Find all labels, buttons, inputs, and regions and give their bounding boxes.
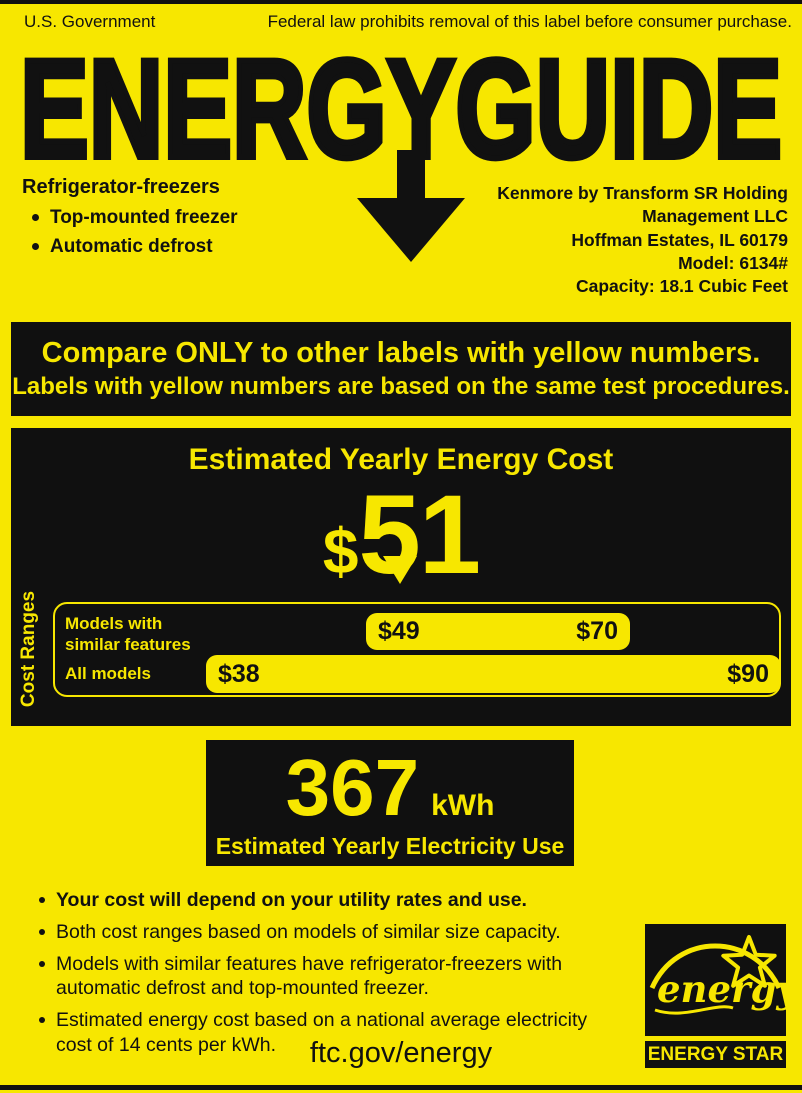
- all-models-range-bar: $38 $90: [206, 655, 781, 693]
- model-number: Model: 6134#: [678, 252, 788, 273]
- electricity-use-panel: 367 kWh Estimated Yearly Electricity Use: [206, 740, 574, 866]
- electricity-use-row: 367 kWh: [206, 748, 574, 828]
- manufacturer-info: Kenmore by Transform SR Holding Manageme…: [497, 182, 788, 298]
- compare-line-1: Compare ONLY to other labels with yellow…: [41, 337, 761, 369]
- compare-banner: Compare ONLY to other labels with yellow…: [11, 322, 791, 416]
- energy-star-arc: [649, 943, 782, 990]
- us-government-text: U.S. Government: [24, 12, 156, 31]
- note-item: Both cost ranges based on models of simi…: [28, 920, 613, 945]
- range-min-value: $38: [218, 659, 260, 688]
- feature-list: Top-mounted freezer Automatic defrost: [22, 207, 238, 258]
- bottom-border: [0, 1085, 802, 1090]
- similar-models-row-label: Models with similar features: [65, 614, 191, 655]
- energy-cost-value: $51: [11, 479, 791, 591]
- note-item: Models with similar features have refrig…: [28, 952, 613, 1002]
- electricity-use-unit: kWh: [431, 789, 495, 822]
- energy-star-swash: [654, 1005, 734, 1015]
- manufacturer-line: Hoffman Estates, IL 60179: [571, 229, 788, 250]
- removal-warning-text: Federal law prohibits removal of this la…: [267, 12, 792, 31]
- energyguide-logo: ENERGYGUIDE: [20, 54, 782, 162]
- product-description: Refrigerator-freezers Top-mounted freeze…: [22, 176, 238, 265]
- energy-star-star-icon: [721, 935, 777, 988]
- currency-symbol: $: [322, 515, 359, 587]
- all-models-row-label: All models: [65, 664, 151, 683]
- notes-list: Your cost will depend on your utility ra…: [28, 888, 613, 1065]
- energy-star-wordmark: ENERGY STAR: [645, 1041, 786, 1068]
- range-max-value: $70: [576, 617, 618, 645]
- ftc-url: ftc.gov/energy: [309, 1037, 493, 1069]
- note-item: Estimated energy cost based on a nationa…: [28, 1008, 613, 1058]
- energy-cost-title: Estimated Yearly Energy Cost: [188, 443, 614, 476]
- energy-star-script-text: energy: [657, 967, 786, 1011]
- cost-pointer-icon: [383, 556, 417, 584]
- similar-models-range-bar: $49 $70: [366, 613, 630, 650]
- cost-ranges-panel: Models with similar features $49 $70 All…: [53, 602, 781, 697]
- electricity-use-caption: Estimated Yearly Electricity Use: [215, 833, 565, 859]
- down-arrow-icon: [357, 150, 465, 262]
- cost-amount: 51: [358, 472, 482, 597]
- capacity: Capacity: 18.1 Cubic Feet: [575, 276, 788, 297]
- energyguide-logo-text: ENERGYGUIDE: [20, 54, 782, 162]
- compare-line-2: Labels with yellow numbers are based on …: [12, 373, 790, 400]
- top-border: [0, 0, 802, 4]
- range-min-value: $49: [378, 617, 420, 645]
- feature-item: Top-mounted freezer: [22, 207, 238, 229]
- energy-star-mark: energy: [645, 924, 786, 1036]
- energy-cost-panel: Estimated Yearly Energy Cost $51 Cost Ra…: [11, 428, 791, 726]
- range-max-value: $90: [727, 659, 769, 688]
- electricity-use-value: 367: [285, 743, 420, 832]
- energy-star-logo: energy ENERGY STAR: [645, 924, 786, 1068]
- note-item: Your cost will depend on your utility ra…: [28, 888, 613, 913]
- feature-item: Automatic defrost: [22, 236, 238, 258]
- manufacturer-line: Kenmore by Transform SR Holding: [497, 183, 788, 203]
- manufacturer-line: Management LLC: [642, 206, 788, 227]
- product-category: Refrigerator-freezers: [22, 176, 220, 198]
